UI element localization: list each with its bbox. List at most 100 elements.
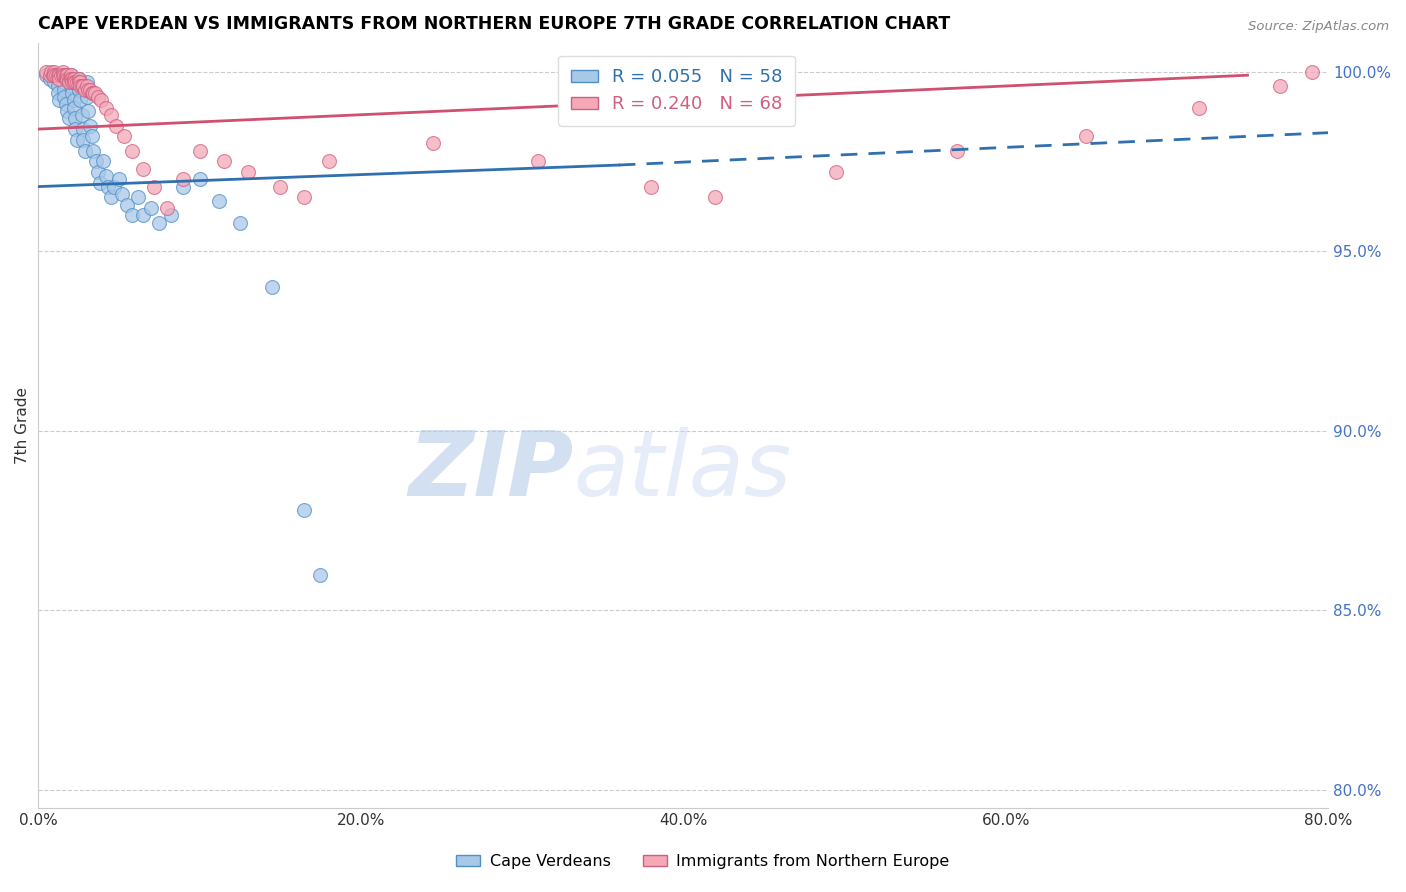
Point bbox=[59, 71, 82, 86]
Point bbox=[77, 104, 100, 119]
Point bbox=[132, 161, 155, 176]
Point bbox=[86, 154, 108, 169]
Point bbox=[56, 71, 79, 86]
Point bbox=[143, 179, 166, 194]
Point bbox=[51, 68, 73, 82]
Point bbox=[79, 119, 101, 133]
Point bbox=[66, 75, 89, 89]
Point bbox=[132, 208, 155, 222]
Point bbox=[38, 68, 60, 82]
Point bbox=[55, 71, 77, 86]
Point bbox=[58, 112, 80, 126]
Point bbox=[45, 68, 67, 82]
Point bbox=[53, 89, 76, 103]
Point bbox=[208, 194, 231, 208]
Point bbox=[121, 208, 143, 222]
Point bbox=[35, 64, 58, 78]
Point bbox=[38, 71, 60, 86]
Point bbox=[156, 201, 179, 215]
Point bbox=[65, 75, 87, 89]
Point bbox=[188, 144, 211, 158]
Point bbox=[100, 108, 122, 122]
Point bbox=[46, 86, 69, 100]
Point bbox=[65, 122, 87, 136]
Point bbox=[44, 75, 66, 89]
Point bbox=[66, 133, 89, 147]
Point bbox=[112, 129, 135, 144]
Point bbox=[1188, 101, 1211, 115]
Point bbox=[89, 176, 111, 190]
Point bbox=[70, 78, 93, 93]
Point bbox=[1076, 129, 1098, 144]
Point bbox=[87, 89, 110, 103]
Point bbox=[58, 71, 80, 86]
Point bbox=[46, 78, 69, 93]
Point bbox=[72, 133, 94, 147]
Point bbox=[80, 129, 103, 144]
Point bbox=[79, 82, 101, 96]
Point bbox=[121, 144, 143, 158]
Text: atlas: atlas bbox=[574, 427, 792, 516]
Point bbox=[111, 186, 134, 201]
Point bbox=[269, 179, 291, 194]
Point bbox=[946, 144, 969, 158]
Point bbox=[42, 68, 65, 82]
Point bbox=[55, 97, 77, 112]
Point bbox=[67, 71, 90, 86]
Point bbox=[704, 190, 727, 204]
Point bbox=[58, 75, 80, 89]
Point bbox=[172, 172, 194, 186]
Point bbox=[72, 122, 94, 136]
Point bbox=[115, 197, 138, 211]
Point bbox=[83, 86, 105, 100]
Point bbox=[172, 179, 194, 194]
Point bbox=[527, 154, 550, 169]
Point bbox=[53, 68, 76, 82]
Point bbox=[90, 94, 112, 108]
Point bbox=[49, 68, 72, 82]
Point bbox=[65, 112, 87, 126]
Point bbox=[75, 144, 97, 158]
Point bbox=[51, 75, 73, 89]
Point bbox=[48, 71, 70, 86]
Point bbox=[60, 75, 83, 89]
Point bbox=[100, 190, 122, 204]
Point bbox=[87, 165, 110, 179]
Point bbox=[80, 86, 103, 100]
Point bbox=[56, 104, 79, 119]
Point bbox=[53, 82, 76, 96]
Point bbox=[77, 82, 100, 96]
Point bbox=[44, 64, 66, 78]
Point bbox=[76, 75, 98, 89]
Point bbox=[55, 68, 77, 82]
Point bbox=[1268, 78, 1291, 93]
Point bbox=[309, 567, 332, 582]
Point bbox=[262, 280, 284, 294]
Point bbox=[825, 165, 848, 179]
Point bbox=[108, 172, 131, 186]
Point bbox=[640, 179, 662, 194]
Point bbox=[60, 71, 83, 86]
Point bbox=[1301, 64, 1323, 78]
Point bbox=[141, 201, 163, 215]
Point bbox=[48, 68, 70, 82]
Legend: R = 0.055   N = 58, R = 0.240   N = 68: R = 0.055 N = 58, R = 0.240 N = 68 bbox=[558, 55, 796, 126]
Point bbox=[62, 71, 84, 86]
Point bbox=[127, 190, 149, 204]
Point bbox=[188, 172, 211, 186]
Point bbox=[104, 119, 127, 133]
Point bbox=[69, 78, 91, 93]
Point bbox=[67, 71, 90, 86]
Point bbox=[422, 136, 444, 151]
Point bbox=[67, 82, 90, 96]
Point bbox=[69, 75, 91, 89]
Point bbox=[103, 179, 125, 194]
Y-axis label: 7th Grade: 7th Grade bbox=[15, 387, 30, 464]
Text: Source: ZipAtlas.com: Source: ZipAtlas.com bbox=[1249, 20, 1389, 33]
Point bbox=[75, 82, 97, 96]
Point bbox=[62, 94, 84, 108]
Point bbox=[48, 94, 70, 108]
Point bbox=[51, 64, 73, 78]
Point bbox=[82, 86, 104, 100]
Point bbox=[82, 144, 104, 158]
